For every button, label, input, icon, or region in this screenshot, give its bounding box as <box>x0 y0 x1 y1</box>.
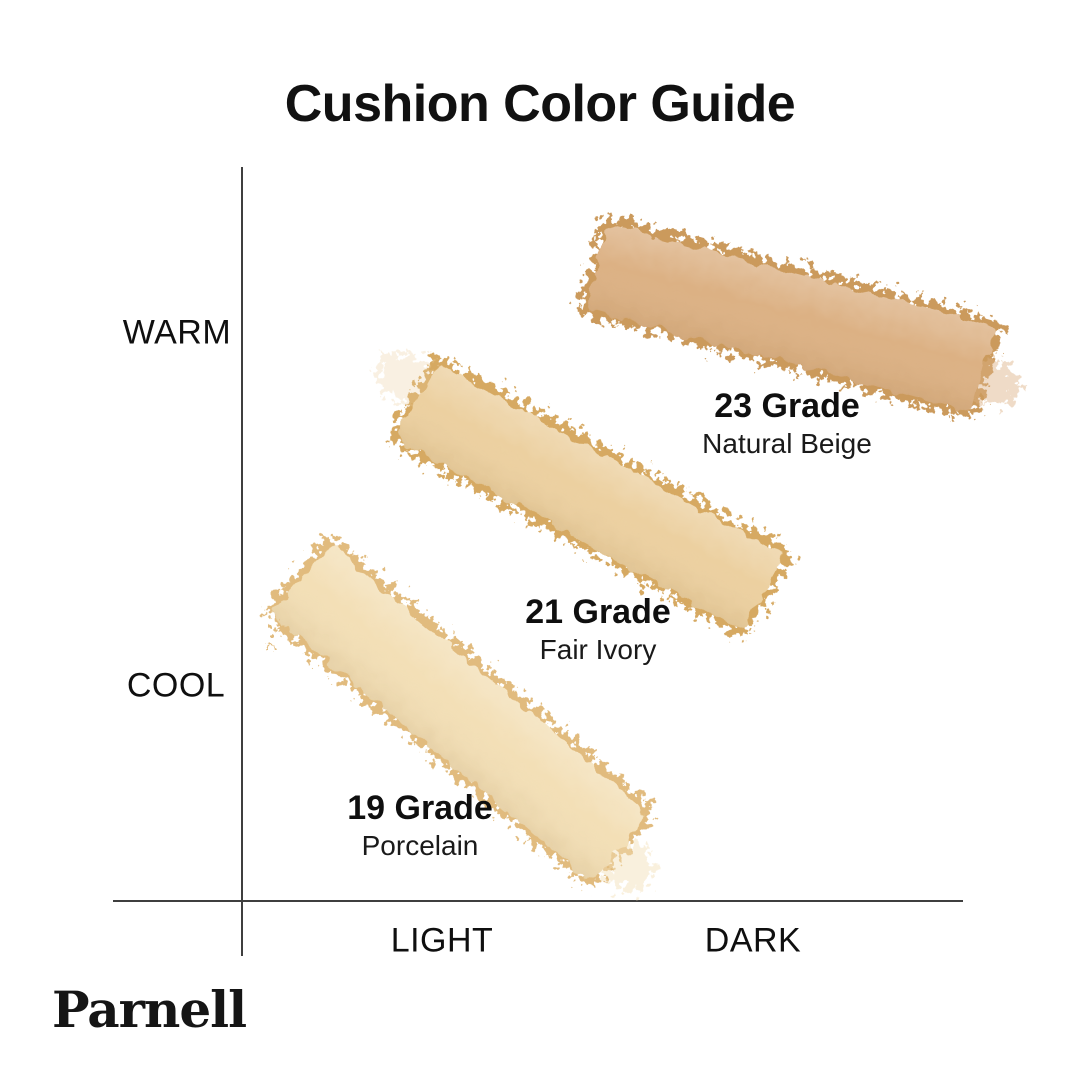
grade-number: 21 Grade <box>525 593 671 631</box>
x-axis-label-light: LIGHT <box>390 921 494 960</box>
swatch-23-grade <box>579 216 1020 418</box>
brand-logo: Parnell <box>52 980 247 1039</box>
swatch-21-grade <box>377 352 790 635</box>
swatch-label-23-grade: 23 Grade Natural Beige <box>702 386 872 463</box>
x-axis-line <box>113 900 963 902</box>
y-axis-label-warm: WARM <box>122 313 232 352</box>
grade-number: 19 Grade <box>347 789 493 827</box>
y-axis-line <box>241 167 243 956</box>
swatch-19-grade <box>266 538 654 891</box>
swatch-label-19-grade: 19 Grade Porcelain <box>347 788 493 865</box>
swatch-23-sheen <box>587 225 993 411</box>
swatch-19-sheen <box>275 548 646 879</box>
swatch-label-21-grade: 21 Grade Fair Ivory <box>525 592 671 669</box>
stray-crumbs <box>265 626 283 647</box>
page-title: Cushion Color Guide <box>284 75 796 133</box>
shade-name: Natural Beige <box>702 428 872 460</box>
x-axis-label-dark: DARK <box>704 921 802 960</box>
shade-name: Porcelain <box>361 830 479 862</box>
grade-number: 23 Grade <box>714 387 860 425</box>
swatch-21-sheen <box>399 366 781 628</box>
y-axis-label-cool: COOL <box>126 666 226 705</box>
shade-name: Fair Ivory <box>539 634 657 666</box>
